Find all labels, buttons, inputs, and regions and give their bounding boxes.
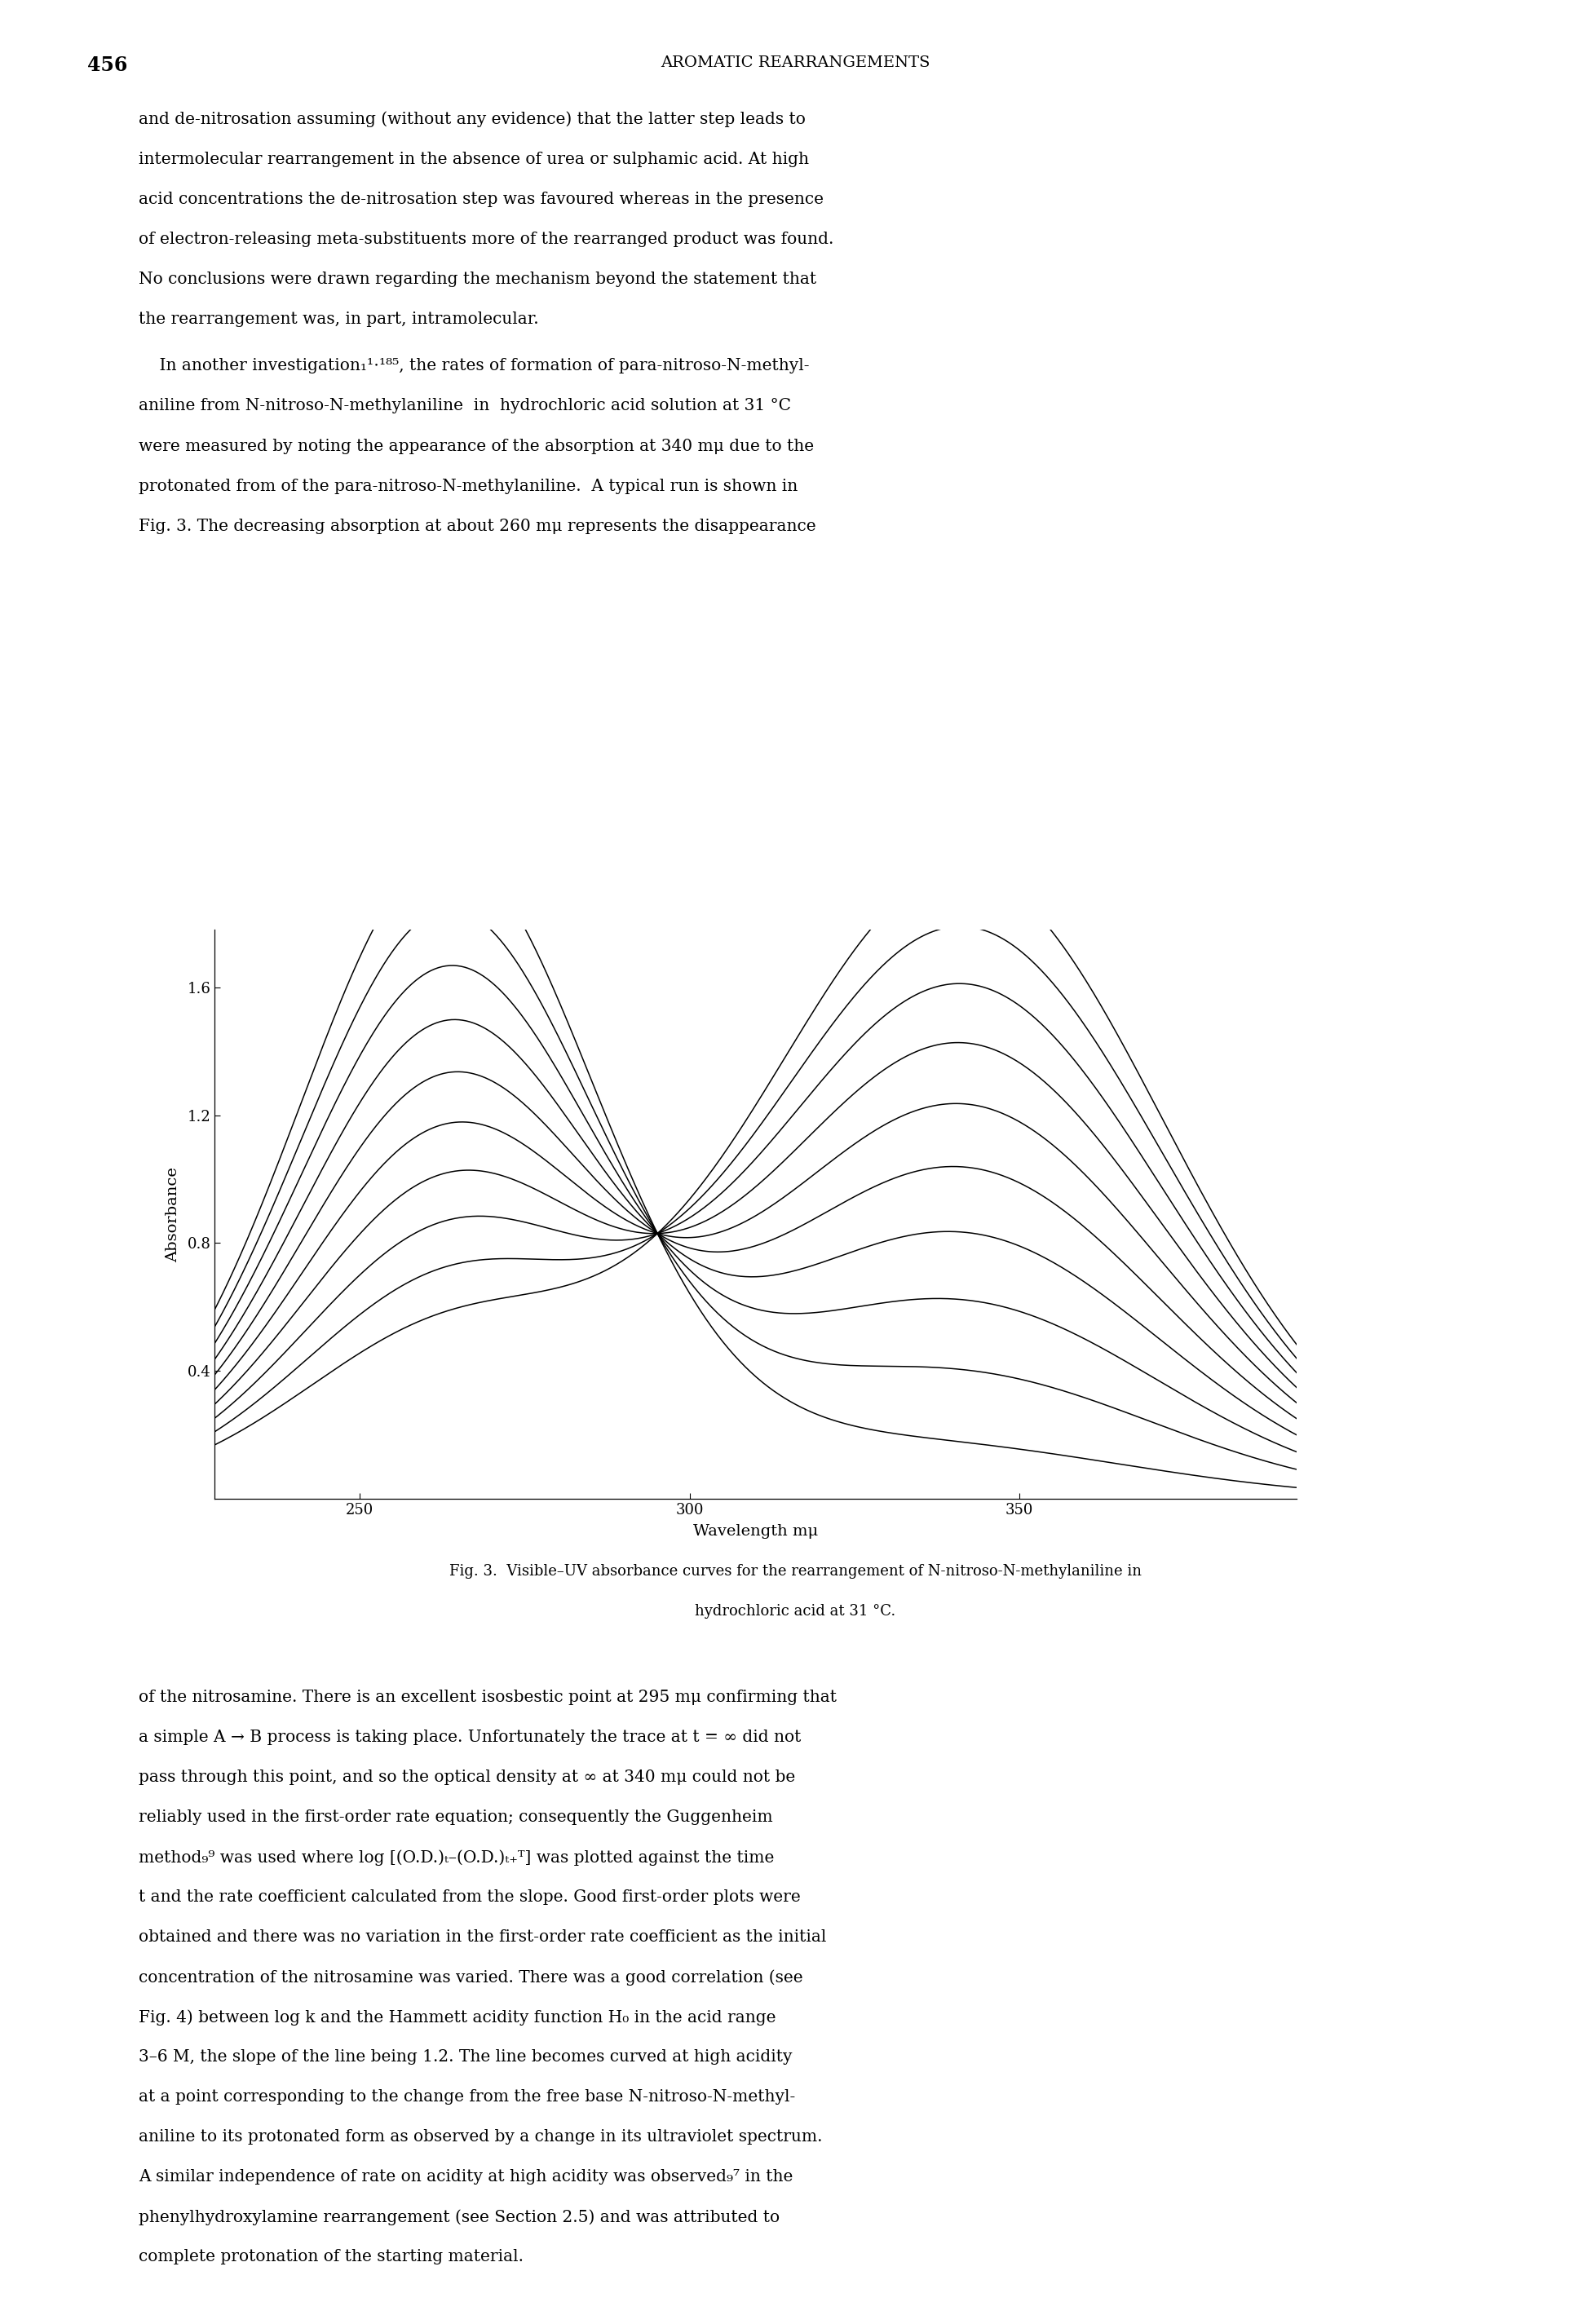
Text: method₉⁹ was used where log [(O.D.)ₜ–(O.D.)ₜ₊ᵀ] was plotted against the time: method₉⁹ was used where log [(O.D.)ₜ–(O.… bbox=[138, 1850, 773, 1866]
Text: concentration of the nitrosamine was varied. There was a good correlation (see: concentration of the nitrosamine was var… bbox=[138, 1968, 803, 1985]
Text: phenylhydroxylamine rearrangement (see Section 2.5) and was attributed to: phenylhydroxylamine rearrangement (see S… bbox=[138, 2210, 780, 2224]
Text: acid concentrations the de-nitrosation step was favoured whereas in the presence: acid concentrations the de-nitrosation s… bbox=[138, 191, 824, 207]
Text: of the nitrosamine. There is an excellent isosbestic point at 295 mμ confirming : of the nitrosamine. There is an excellen… bbox=[138, 1690, 837, 1706]
Text: were measured by noting the appearance of the absorption at 340 mμ due to the: were measured by noting the appearance o… bbox=[138, 439, 813, 453]
Text: 3–6 M, the slope of the line being 1.2. The line becomes curved at high acidity: 3–6 M, the slope of the line being 1.2. … bbox=[138, 2050, 792, 2064]
Text: the rearrangement was, in part, intramolecular.: the rearrangement was, in part, intramol… bbox=[138, 311, 538, 328]
Text: of electron-releasing meta-substituents more of the rearranged product was found: of electron-releasing meta-substituents … bbox=[138, 232, 834, 246]
X-axis label: Wavelength mμ: Wavelength mμ bbox=[694, 1525, 818, 1538]
Y-axis label: Absorbance: Absorbance bbox=[165, 1167, 180, 1262]
Text: t and the rate coefficient calculated from the slope. Good first-order plots wer: t and the rate coefficient calculated fr… bbox=[138, 1889, 800, 1906]
Text: aniline to its protonated form as observed by a change in its ultraviolet spectr: aniline to its protonated form as observ… bbox=[138, 2129, 823, 2145]
Text: at a point corresponding to the change from the free base N-nitroso-N-methyl-: at a point corresponding to the change f… bbox=[138, 2089, 796, 2106]
Text: protonated from of the para-nitroso-N-methylaniline.  A typical run is shown in: protonated from of the para-nitroso-N-me… bbox=[138, 479, 797, 493]
Text: a simple A → B process is taking place. Unfortunately the trace at t = ∞ did not: a simple A → B process is taking place. … bbox=[138, 1729, 800, 1745]
Text: Fig. 4) between log k and the Hammett acidity function H₀ in the acid range: Fig. 4) between log k and the Hammett ac… bbox=[138, 2010, 776, 2024]
Text: In another investigation₁¹⋅¹⁸⁵, the rates of formation of para-nitroso-N-methyl-: In another investigation₁¹⋅¹⁸⁵, the rate… bbox=[138, 358, 810, 374]
Text: aniline from N-nitroso-N-methylaniline  in  hydrochloric acid solution at 31 °C: aniline from N-nitroso-N-methylaniline i… bbox=[138, 397, 791, 414]
Text: A similar independence of rate on acidity at high acidity was observed₉⁷ in the: A similar independence of rate on acidit… bbox=[138, 2168, 792, 2185]
Text: reliably used in the first-order rate equation; consequently the Guggenheim: reliably used in the first-order rate eq… bbox=[138, 1810, 773, 1824]
Text: and de-nitrosation assuming (without any evidence) that the latter step leads to: and de-nitrosation assuming (without any… bbox=[138, 112, 805, 128]
Text: obtained and there was no variation in the first-order rate coefficient as the i: obtained and there was no variation in t… bbox=[138, 1929, 826, 1945]
Text: intermolecular rearrangement in the absence of urea or sulphamic acid. At high: intermolecular rearrangement in the abse… bbox=[138, 151, 808, 167]
Text: hydrochloric acid at 31 °C.: hydrochloric acid at 31 °C. bbox=[695, 1604, 896, 1620]
Text: AROMATIC REARRANGEMENTS: AROMATIC REARRANGEMENTS bbox=[660, 56, 931, 70]
Text: complete protonation of the starting material.: complete protonation of the starting mat… bbox=[138, 2250, 523, 2264]
Text: Fig. 3.  Visible–UV absorbance curves for the rearrangement of N-nitroso-N-methy: Fig. 3. Visible–UV absorbance curves for… bbox=[449, 1564, 1142, 1578]
Text: pass through this point, and so the optical density at ∞ at 340 mμ could not be: pass through this point, and so the opti… bbox=[138, 1769, 796, 1785]
Text: Fig. 3. The decreasing absorption at about 260 mμ represents the disappearance: Fig. 3. The decreasing absorption at abo… bbox=[138, 518, 816, 535]
Text: 456: 456 bbox=[88, 56, 127, 74]
Text: No conclusions were drawn regarding the mechanism beyond the statement that: No conclusions were drawn regarding the … bbox=[138, 272, 816, 286]
